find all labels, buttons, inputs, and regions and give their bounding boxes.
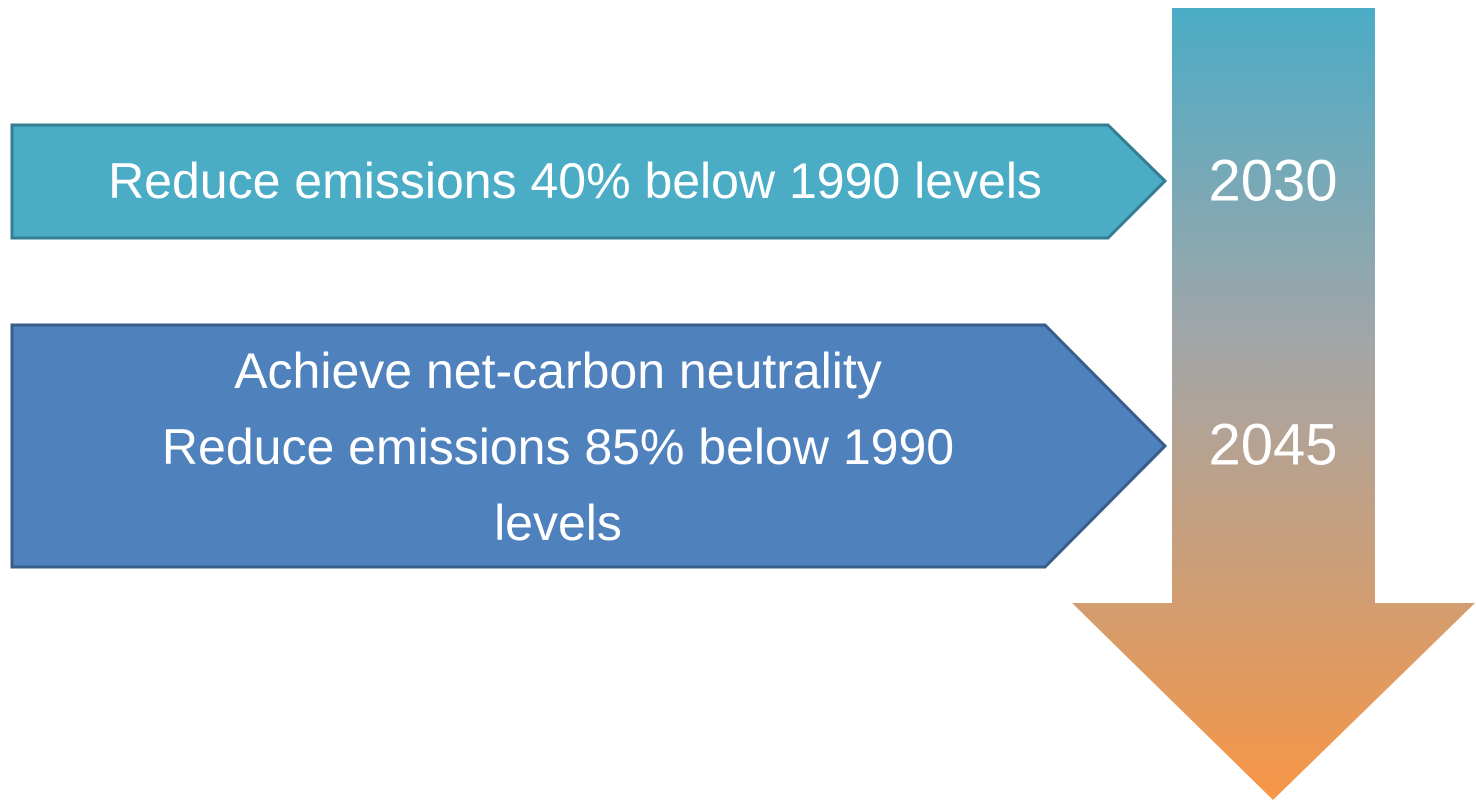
- goal-text: levels: [494, 495, 622, 551]
- goal-text: Reduce emissions 40% below 1990 levels: [108, 153, 1042, 209]
- year-label: 2045: [1208, 412, 1337, 477]
- goal-text: Reduce emissions 85% below 1990: [162, 419, 954, 475]
- goal-text: Achieve net-carbon neutrality: [234, 343, 882, 399]
- timeline-arrow: [1072, 8, 1475, 800]
- goal-arrow: [10, 123, 1168, 240]
- year-label: 2030: [1208, 148, 1337, 213]
- goal-arrow: [10, 323, 1168, 569]
